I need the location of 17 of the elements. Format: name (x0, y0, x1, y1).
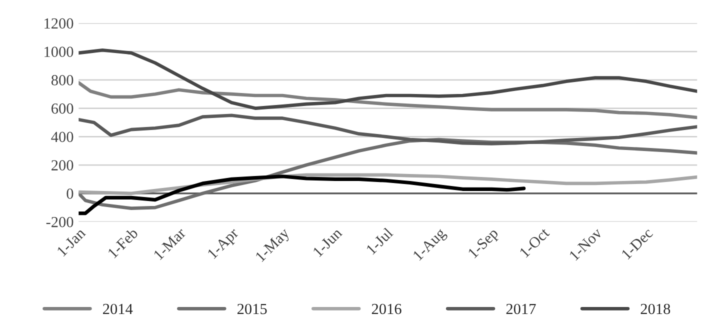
y-tick-label: 200 (52, 160, 74, 170)
y-tick-label: 1000 (44, 46, 74, 57)
y-tick-label: 0 (66, 188, 74, 199)
legend-label: 2016 (372, 304, 402, 314)
legend-label: 2017 (506, 304, 536, 314)
y-tick-label: -200 (46, 216, 74, 228)
legend-label: 2014 (103, 304, 133, 314)
line-series (78, 114, 698, 146)
line-series (78, 174, 526, 216)
y-tick-label: 400 (51, 132, 74, 142)
y-tick-label: 600 (52, 103, 74, 114)
legend-label: 2018 (640, 304, 670, 314)
line-series (78, 81, 698, 120)
y-tick-label: 1200 (44, 18, 74, 29)
y-tick-label: 800 (51, 75, 74, 86)
line-series (78, 48, 698, 110)
legend-label: 2015 (237, 304, 267, 314)
